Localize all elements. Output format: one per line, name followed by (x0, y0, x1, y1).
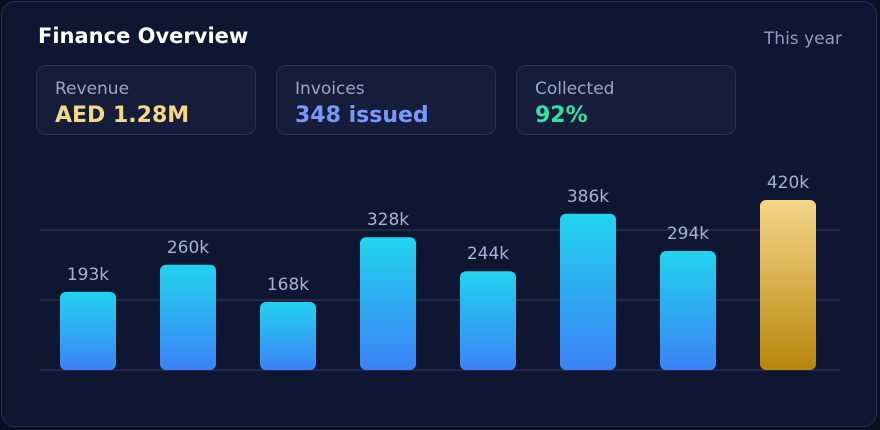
kpi-revenue-label: Revenue (55, 79, 130, 99)
bar-value-label: 193k (67, 265, 109, 285)
bar[interactable] (460, 271, 516, 370)
kpi-revenue: Revenue AED 1.28M (36, 65, 256, 135)
bar-value-label: 420k (767, 173, 809, 193)
kpi-collected-value: 92% (535, 103, 588, 128)
kpi-invoices-value: 348 issued (295, 103, 429, 128)
bar[interactable] (560, 213, 616, 370)
kpi-collected-label: Collected (535, 79, 615, 99)
bar-value-label: 168k (267, 275, 309, 295)
bar-value-label: 328k (367, 210, 409, 230)
kpi-invoices: Invoices 348 issued (276, 65, 496, 135)
bar[interactable] (160, 264, 216, 370)
bar[interactable] (360, 237, 416, 370)
bar-value-label: 244k (467, 244, 509, 264)
bar-value-label: 260k (167, 238, 209, 258)
kpi-collected: Collected 92% (516, 65, 736, 135)
kpi-invoices-label: Invoices (295, 79, 365, 99)
period-selector[interactable]: This year (763, 29, 842, 49)
bar[interactable] (660, 251, 716, 370)
bar-value-label: 294k (667, 224, 709, 244)
bar[interactable] (60, 291, 116, 370)
bar[interactable] (760, 200, 816, 370)
card-title: Finance Overview (38, 24, 249, 48)
bar-value-label: 386k (567, 187, 609, 207)
bar[interactable] (260, 302, 316, 370)
kpi-revenue-value: AED 1.28M (55, 103, 190, 128)
